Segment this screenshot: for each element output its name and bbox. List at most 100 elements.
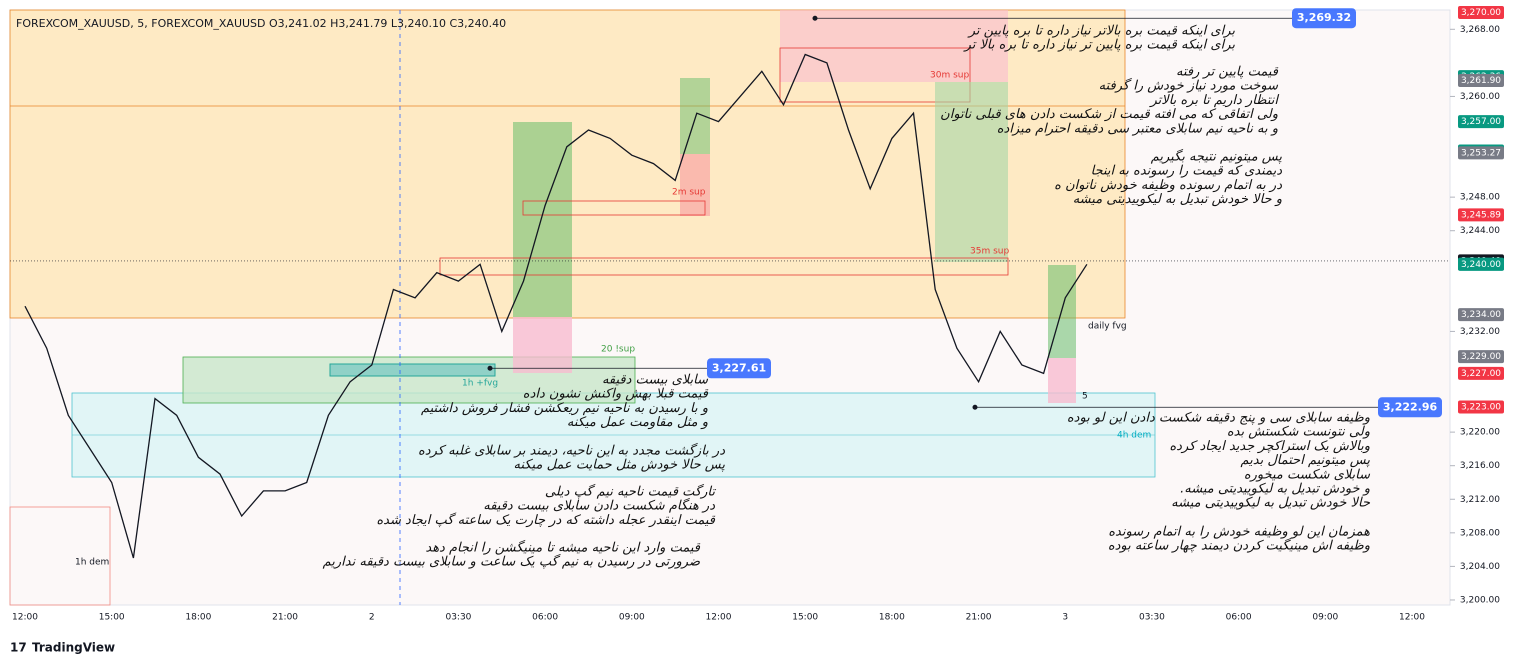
price-badge <box>1458 115 1504 129</box>
x-tick-label: 18:00 <box>879 613 905 623</box>
annotation-line: قیمت پایین تر رفته <box>1176 65 1279 80</box>
1h-fvg-zone <box>329 363 496 377</box>
annotation-line: ضرورتی در رسیدن به نیم گپ یک ساعت و سابل… <box>323 554 701 570</box>
callout-label: 3,222.96 <box>1383 400 1438 413</box>
brand-logo: 17 <box>10 641 27 655</box>
callout-label: 3,227.61 <box>712 361 766 374</box>
annotation-line: قیمت وارد این ناحیه میشه تا مینیگشن را ا… <box>425 540 700 556</box>
price-badge-label: 3,227.00 <box>1461 369 1501 379</box>
y-tick-label: 3,216.00 <box>1460 461 1500 471</box>
x-tick-label: 15:00 <box>792 613 818 623</box>
annotation-line: انتظار داریم تا بره بالاتر <box>1149 93 1280 108</box>
price-badge <box>1458 366 1504 380</box>
zone-label: 2m sup <box>672 188 706 198</box>
x-tick-label: 06:00 <box>1226 613 1252 623</box>
price-badge <box>1458 400 1504 414</box>
callout-point <box>972 404 978 410</box>
y-tick-label: 3,268.00 <box>1460 25 1500 35</box>
annotation-line: پس میتونیم احتمال بدیم <box>1240 453 1370 468</box>
price-badge-label: 3,253.27 <box>1461 148 1501 158</box>
callout-badge <box>707 358 771 379</box>
long-target <box>513 122 572 317</box>
annotation-line: سابلای بیست دقیقه <box>602 373 709 388</box>
annotation-line: حالا خودش تبدیل به لیکوییدیتی میشه <box>1171 496 1371 511</box>
30m-sup-zone <box>779 47 971 103</box>
zone-label: 20 !sup <box>601 345 635 355</box>
price-badge <box>1458 257 1504 271</box>
annotation-line: سابلای شکست میخوره <box>1244 467 1371 482</box>
y-tick-label: 3,220.00 <box>1460 428 1500 438</box>
price-badge-label: 3,245.89 <box>1461 210 1501 220</box>
x-tick-label: 06:00 <box>532 613 558 623</box>
y-tick-label: 3,260.00 <box>1460 92 1500 102</box>
annotation-line: برای اینکه قیمت بره پایین تر نیاز داره ت… <box>963 38 1236 53</box>
x-tick-label: 03:30 <box>445 613 471 623</box>
price-badge-label: 3,270.00 <box>1461 8 1501 18</box>
annotation-line: در بازگشت مجدد به این ناحیه، دیمند بر سا… <box>418 443 725 459</box>
y-tick-label: 3,208.00 <box>1460 528 1500 538</box>
callout-badge <box>1292 8 1356 29</box>
price-badge <box>1458 6 1504 20</box>
y-tick-label: 3,200.00 <box>1460 595 1500 605</box>
annotation-line: در هنگام شکست دادن سابلای بیست دقیقه <box>483 498 715 514</box>
brand: TradingView <box>32 641 115 655</box>
price-badge <box>1458 73 1504 87</box>
callout-badge <box>1378 397 1442 418</box>
price-line <box>24 53 1088 559</box>
annotation-line: تارگت قیمت ناحیه نیم گپ دیلی <box>545 484 716 500</box>
y-tick-label: 3,248.00 <box>1460 193 1500 203</box>
long-stop <box>513 317 572 373</box>
annotation-line: دیمندی که قیمت را رسونده به اینجا <box>1091 164 1283 179</box>
annotation-line: و با رسیدن به ناحیه نیم ریعکشن فشار فروش… <box>421 401 708 416</box>
callout-point <box>812 15 818 21</box>
x-tick-label: 15:00 <box>99 613 125 623</box>
x-tick-label: 3 <box>1062 613 1068 623</box>
zone-label: 5 <box>1082 392 1088 402</box>
35m-sup-zone <box>439 257 1009 276</box>
x-tick-label: 12:00 <box>706 613 732 623</box>
annotation-line: ولی نتونست شکستش بده <box>1227 425 1370 440</box>
y-tick-label: 3,232.00 <box>1460 327 1500 337</box>
price-badge <box>1458 308 1504 322</box>
zone-label: 1h dem <box>75 558 109 568</box>
1h-dem-zone <box>9 506 111 606</box>
x-tick-label: 09:00 <box>1312 613 1338 623</box>
callout-label: 3,269.32 <box>1297 11 1351 24</box>
annotation-line: پس میتونیم نتیجه بگیریم <box>1151 149 1283 165</box>
annotation-line: و مثل مقاومت عمل میکنه <box>567 415 708 430</box>
callout-point <box>487 365 493 371</box>
price-badge-label: 3,257.00 <box>1461 117 1501 127</box>
price-badge-label: 3,261.90 <box>1461 76 1501 86</box>
x-tick-label: 18:00 <box>185 613 211 623</box>
annotation-line: وظیفه سابلای سی و پنج دقیقه شکست دادن ای… <box>1067 411 1370 426</box>
price-badge <box>1458 146 1504 160</box>
annotation-line: قیمت قبلا بهش واکنش نشون داده <box>523 387 709 402</box>
y-tick-label: 3,212.00 <box>1460 495 1500 505</box>
y-tick-label: 3,244.00 <box>1460 226 1500 236</box>
x-tick-label: 21:00 <box>966 613 992 623</box>
annotation-line: همزمان این لو وظیفه خودش را به اتمام رسو… <box>1108 525 1370 540</box>
annotation-line: ولی اتفاقی که می افته قیمت از شکست دادن … <box>940 107 1278 122</box>
x-tick-label: 03:30 <box>1139 613 1165 623</box>
annotation-line: سوخت مورد نیاز خودش را گرفته <box>1099 78 1279 94</box>
price-badge-label: 3,234.00 <box>1461 310 1501 320</box>
zone-label: daily fvg <box>1088 322 1127 332</box>
long-stop <box>1048 358 1076 403</box>
price-badge <box>1458 208 1504 222</box>
short-target <box>935 82 1008 262</box>
annotation-line: قیمت اینقدر عجله داشته که در چارت یک ساع… <box>376 512 715 528</box>
x-tick-label: 21:00 <box>272 613 298 623</box>
price-badge-label: 3,229.00 <box>1461 352 1501 362</box>
zone-label: 4h dem <box>1117 431 1151 441</box>
annotation-line: و حالا خودش تبدیل به لیکوییدیتی میشه <box>1073 192 1282 207</box>
x-tick-label: 2 <box>369 613 375 623</box>
annotation-line: وظیفه اش مینیگیت کردن دیمند چهار ساعته ب… <box>1108 538 1370 554</box>
zone-label: 1h +fvg <box>462 379 498 389</box>
symbol-header: FOREXCOM_XAUUSD, 5, FOREXCOM_XAUUSD O3,2… <box>16 17 506 30</box>
2m-sup-zone <box>522 200 706 216</box>
y-tick-label: 3,204.00 <box>1460 562 1500 572</box>
price-badge-label: 3,223.00 <box>1461 402 1501 412</box>
price-badge-label: 3,240.00 <box>1461 260 1501 270</box>
zone-label: 35m sup <box>970 247 1009 257</box>
